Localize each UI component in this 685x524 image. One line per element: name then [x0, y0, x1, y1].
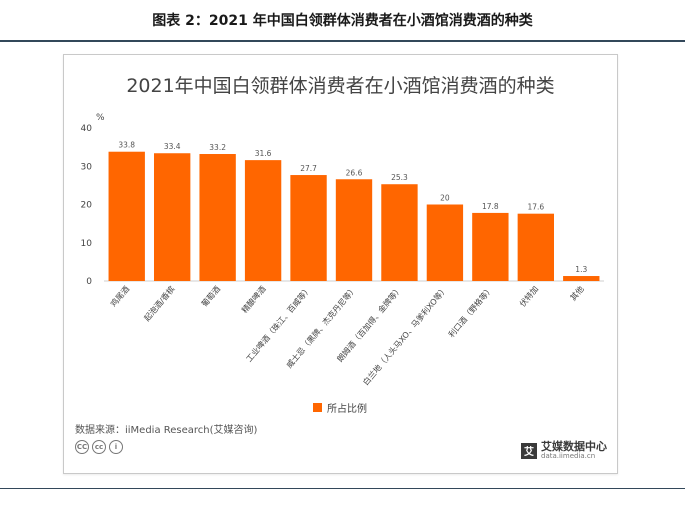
brand-logo: 艾 艾媒数据中心 data.iimedia.cn [521, 440, 607, 461]
x-category-label: 精酿啤酒 [239, 284, 267, 315]
bar-value-label: 17.6 [527, 203, 544, 212]
x-category-label: 白兰地（人头马XO、马爹利XO等） [360, 284, 449, 387]
x-category-label: 伏特加 [517, 284, 540, 309]
bar-value-label: 33.2 [209, 143, 226, 152]
legend-swatch [313, 403, 322, 412]
cc-license-icon: CC [75, 440, 89, 454]
bar-value-label: 17.8 [482, 202, 499, 211]
bar [290, 175, 327, 281]
cc-by-icon: cc [92, 440, 106, 454]
y-tick-label: 30 [81, 162, 93, 172]
y-tick-label: 0 [86, 277, 92, 287]
bar-value-label: 31.6 [255, 149, 272, 158]
bar-value-label: 27.7 [300, 164, 317, 173]
legend-label: 所占比例 [327, 404, 367, 415]
x-category-label: 起泡酒/香槟 [142, 284, 177, 323]
bar-value-label: 33.4 [164, 142, 181, 151]
figure-caption: 图表 2：2021 年中国白领群体消费者在小酒馆消费酒的种类 [152, 13, 533, 29]
chart-title: 2021年中国白领群体消费者在小酒馆消费酒的种类 [126, 75, 555, 97]
bar-value-label: 33.8 [118, 141, 135, 150]
x-category-label: 利口酒（野格等） [446, 284, 495, 339]
bar [563, 276, 600, 281]
bar-chart: % 0 10 20 30 40 33.8 鸡尾酒 33.4 起泡酒/香槟 33.2 葡萄酒 31.6 精酿… [81, 113, 604, 387]
bar [154, 153, 191, 281]
y-tick-label: 40 [81, 124, 93, 134]
y-tick-label: 20 [81, 201, 93, 211]
x-category-label: 其他 [568, 284, 586, 303]
bar [108, 151, 145, 281]
y-tick-label: 10 [81, 239, 93, 249]
top-divider [0, 40, 685, 42]
brand-mark-icon: 艾 [521, 442, 537, 459]
license-icons: CC cc i [75, 440, 123, 454]
attribution-person-icon: i [109, 440, 123, 454]
bar [426, 204, 464, 281]
bottom-divider [0, 488, 685, 489]
bar [335, 179, 373, 281]
bar [244, 160, 282, 281]
bar-value-label: 26.6 [346, 168, 363, 177]
bar-value-label: 1.3 [575, 265, 587, 274]
y-axis-unit: % [96, 113, 105, 123]
chart-card: 2021年中国白领群体消费者在小酒馆消费酒的种类 % 0 10 20 30 40 33.8 鸡… [63, 54, 618, 474]
brand-name: 艾媒数据中心 [541, 440, 607, 453]
brand-url: data.iimedia.cn [541, 452, 596, 461]
x-category-label: 鸡尾酒 [108, 284, 131, 309]
bar [199, 154, 236, 281]
legend: 所占比例 [313, 400, 367, 415]
bar-value-label: 25.3 [391, 173, 408, 182]
bar-value-label: 20 [440, 194, 450, 203]
bar [517, 213, 554, 281]
bar [381, 184, 418, 281]
source-note: 数据来源：iiMedia Research(艾媒咨询) [75, 425, 258, 436]
bar [472, 212, 509, 281]
x-category-label: 葡萄酒 [199, 284, 222, 309]
